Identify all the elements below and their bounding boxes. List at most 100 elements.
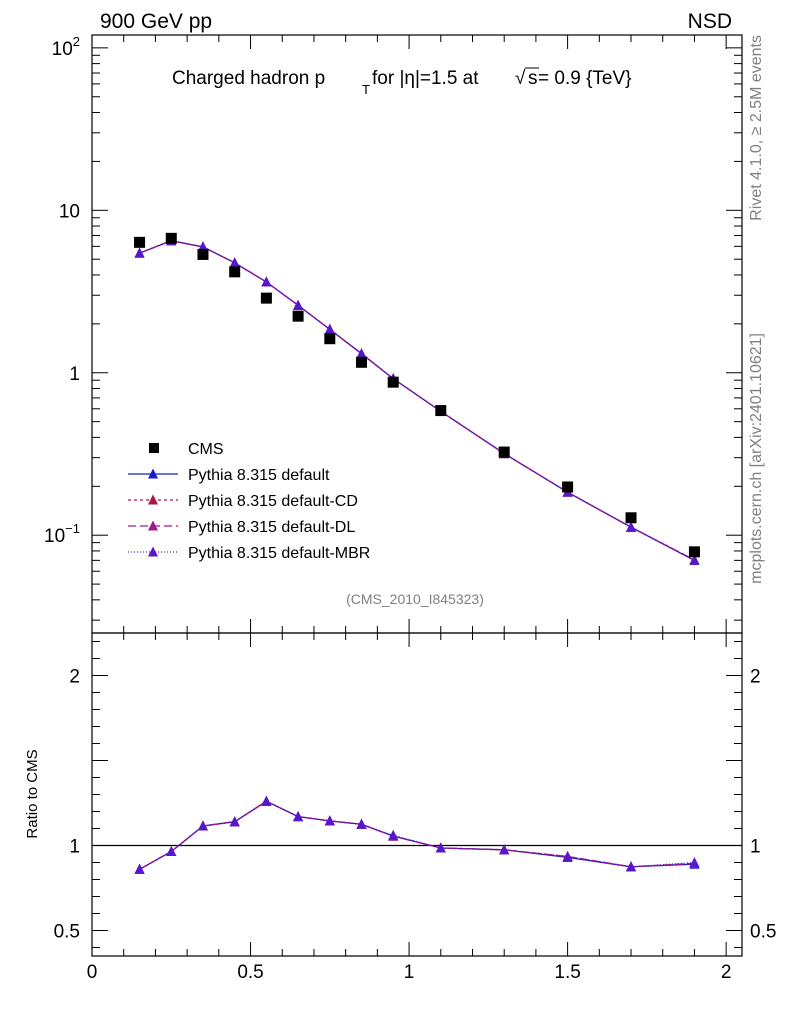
main-series-1-line [139,240,695,561]
title-suffix: = 0.9 {TeV} [538,68,632,89]
legend-item-default-mbr: Pythia 8.315 default-MBR [128,545,370,562]
ratio-panel-marks [134,795,700,874]
cms-data-point [688,546,700,558]
main-series-0-line [139,240,695,561]
cms-data-point [292,310,304,322]
ratio-ylabel: Ratio to CMS [24,749,41,838]
ratio-y-tick-label-left: 1 [69,837,80,858]
main-series-3-line [139,240,695,561]
main-series-3-point [229,257,240,268]
ratio-series-3-point [197,820,208,831]
ratio-series-3-point [388,829,399,840]
rivet-label: Rivet 4.1.0, ≥ 2.5M events [748,35,765,221]
ratio-y-tick-label-right: 0.5 [750,922,776,943]
title-s: s [528,68,538,89]
y-tick-label-exponent: 2 [73,34,80,49]
legend-item-default-cd: Pythia 8.315 default-CD [128,493,358,510]
y-tick-label: 1 [69,364,80,385]
main-panel-frame [91,34,743,634]
legend-label-default-mbr: Pythia 8.315 default-MBR [188,545,370,562]
cms-data-point [134,236,146,248]
ratio-panel-ticks: 0 0.5 1 1.5 2 2 2 1 1 0.5 0.5 [54,633,776,983]
legend-item-default-dl: Pythia 8.315 default-DL [128,519,355,536]
main-panel-marks [134,232,700,565]
legend-marker-default [148,468,158,479]
main-series-3-point [324,323,335,334]
ratio-series-3-point [166,845,177,856]
main-series-3-point [356,348,367,359]
svg-text:Charged hadron p: Charged hadron p [172,68,325,89]
cms-data-point [197,248,209,260]
main-series-2-line [139,240,695,561]
ratio-series-3-point [562,851,573,862]
legend-label-default: Pythia 8.315 default [188,467,330,484]
title-sub: T [362,82,370,97]
legend: CMS Pythia 8.315 default Pythia 8.315 de… [128,441,370,562]
ratio-series-3-point [134,863,145,874]
ratio-series-3-point [435,842,446,853]
ratio-series-3-point [324,815,335,826]
x-tick-label: 0 [87,962,98,983]
x-tick-label: 1.5 [554,962,580,983]
ratio-series-3-line [139,800,695,870]
ratio-series-3-point [229,816,240,827]
x-tick-label: 1 [404,962,415,983]
cms-data-point [324,333,336,345]
ratio-series-3-point [356,818,367,829]
y-tick-label-base: 10 [59,201,80,222]
main-series-3-point [626,521,637,532]
ratio-series-3-point [689,857,700,867]
legend-item-default: Pythia 8.315 default [128,467,330,484]
analysis-tag: (CMS_2010_I845323) [346,591,484,607]
y-tick-label-base: 10 [44,526,65,547]
legend-item-cms: CMS [149,441,224,458]
cms-data-point [356,356,368,368]
main-series-3-point [689,554,700,565]
cms-data-point [435,405,447,417]
ratio-series-1-line [139,800,695,870]
cms-data-point [387,376,399,388]
title-prefix: Charged hadron p [172,68,325,89]
cms-data-point [625,512,637,524]
y-tick-label: 10 [59,201,80,222]
main-series-3-point [134,247,145,258]
cms-data-point [498,446,510,458]
ratio-y-tick-label-right: 2 [750,667,761,688]
legend-marker-default-dl [148,520,158,531]
ratio-series-3-point [626,861,637,872]
ratio-y-tick-label-left: 2 [69,667,80,688]
x-tick-label: 2 [721,962,732,983]
y-tick-label: 10−1 [44,521,80,547]
ratio-panel-frame [91,632,743,957]
mcplots-label: mcplots.cern.ch [arXiv:2401.10621] [748,333,765,584]
ratio-series-2-line [139,800,695,870]
cms-data-point [165,232,177,244]
cms-data-point [260,292,272,304]
ratio-series-0-line [139,800,695,870]
main-series-3-point [261,276,272,287]
header-left-label: 900 GeV pp [100,10,212,33]
legend-label-default-dl: Pythia 8.315 default-DL [188,519,355,536]
ratio-series-3-point [293,811,304,822]
title-sqrt: √ [515,68,526,89]
cms-data-point [229,266,241,278]
legend-label-cms: CMS [188,441,224,458]
y-tick-label-base: 1 [69,364,80,385]
main-series-3-point [293,299,304,310]
ratio-y-tick-label-left: 0.5 [54,922,80,943]
legend-marker-default-cd [148,494,158,505]
plot-title: Charged hadron p T for |η|=1.5 at √ s = … [172,67,632,97]
title-mid: for |η|=1.5 at [372,68,479,89]
x-tick-label: 0.5 [237,962,263,983]
ratio-y-tick-label-right: 1 [750,837,761,858]
header-right-label: NSD [688,10,732,33]
ratio-series-3-point [499,844,510,855]
y-tick-label-base: 10 [52,39,73,60]
y-tick-label: 102 [52,34,80,60]
legend-marker-default-mbr [148,546,158,557]
cms-data-point [562,481,574,493]
legend-label-default-cd: Pythia 8.315 default-CD [188,493,358,510]
legend-marker-cms [149,443,159,453]
